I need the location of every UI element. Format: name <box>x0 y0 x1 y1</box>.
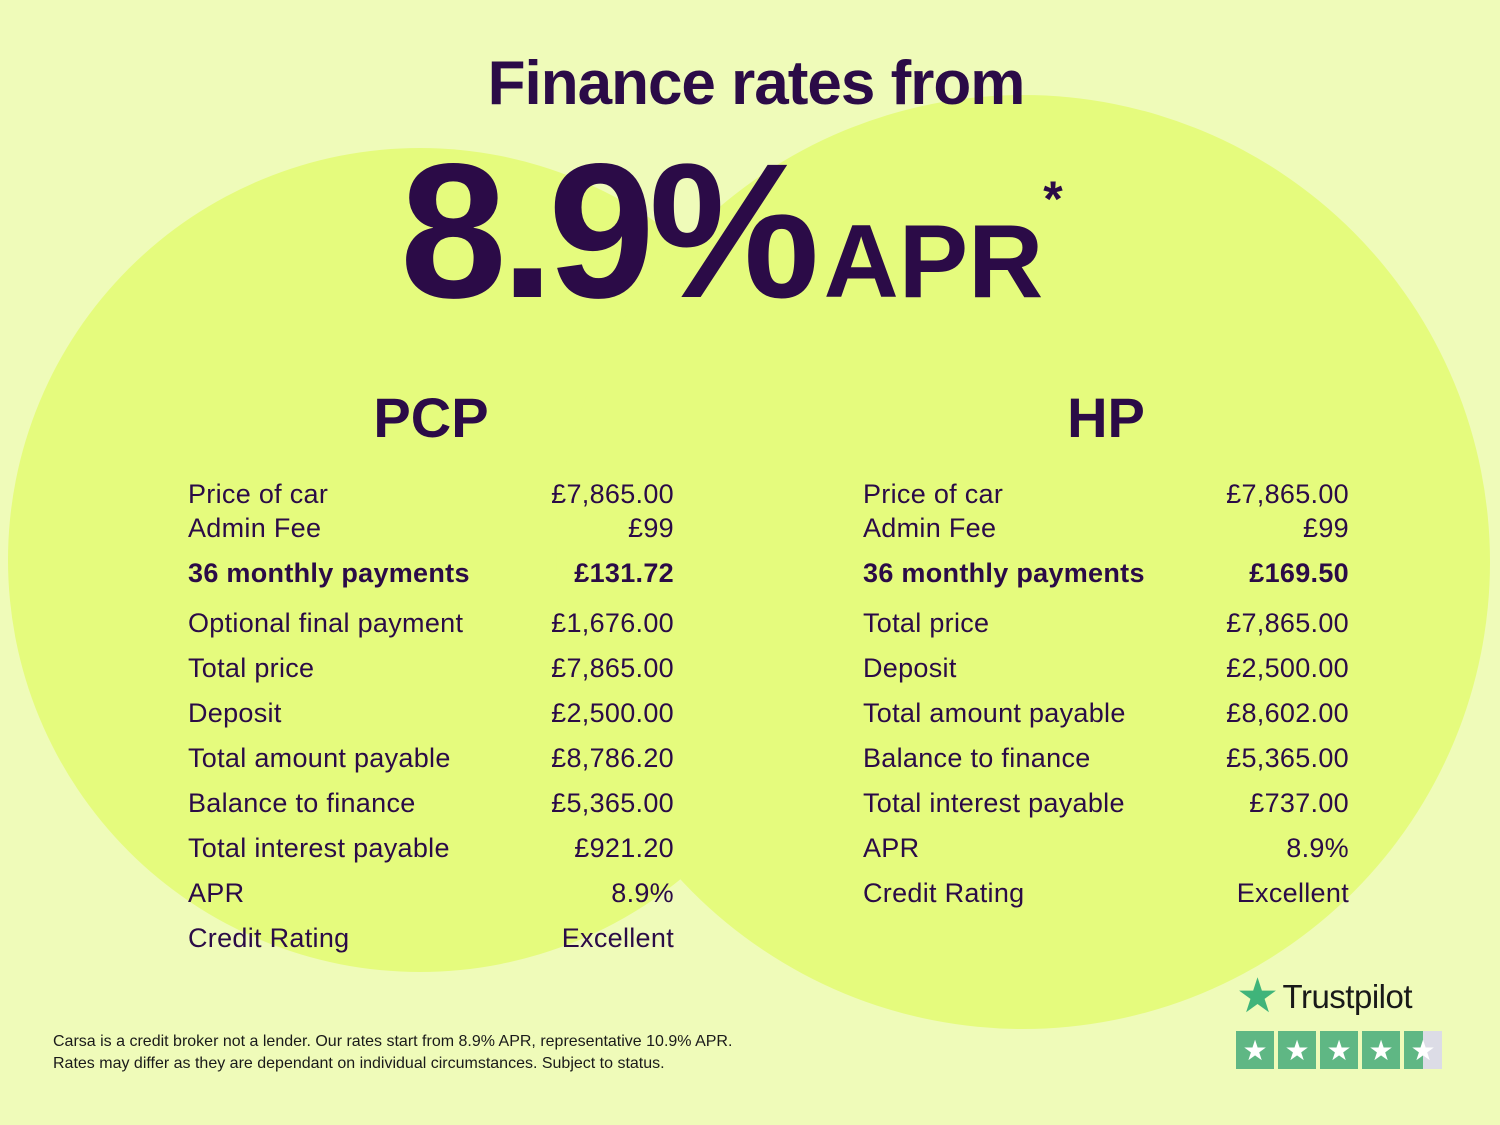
row-value: £2,500.00 <box>1226 653 1349 683</box>
hp-row: Total price £7,865.00 <box>863 601 1349 646</box>
row-label: Credit Rating <box>863 878 1025 908</box>
row-value: £8,786.20 <box>551 743 674 773</box>
disclaimer-line-1: Carsa is a credit broker not a lender. O… <box>53 1033 733 1050</box>
pcp-row: Optional final payment £1,676.00 <box>188 601 674 646</box>
hp-row: Deposit £2,500.00 <box>863 646 1349 691</box>
pcp-row: Total amount payable £8,786.20 <box>188 736 674 781</box>
row-value: £7,865.00 <box>1226 478 1349 509</box>
hp-row: 36 monthly payments £169.50 <box>863 545 1349 601</box>
hp-row: Admin Fee £99 <box>863 511 1349 545</box>
pcp-row: Total interest payable £921.20 <box>188 826 674 871</box>
row-label: Balance to finance <box>188 788 416 818</box>
hp-row: Credit Rating Excellent <box>863 871 1349 916</box>
star-icon: ★ <box>1236 970 1279 1023</box>
row-value: £5,365.00 <box>551 788 674 818</box>
half-star-icon: ★ <box>1404 1031 1442 1069</box>
trustpilot-name: Trustpilot <box>1282 978 1413 1015</box>
pcp-row: Total price £7,865.00 <box>188 646 674 691</box>
pcp-row: Balance to finance £5,365.00 <box>188 781 674 826</box>
row-value: Excellent <box>1236 878 1349 908</box>
pcp-row: APR 8.9% <box>188 871 674 916</box>
pcp-row: Price of car £7,865.00 <box>188 477 674 511</box>
row-label: Total amount payable <box>863 698 1126 728</box>
row-value: £2,500.00 <box>551 698 674 728</box>
row-label: Price of car <box>188 478 329 509</box>
star-icon: ★ <box>1278 1031 1316 1069</box>
row-label: Admin Fee <box>863 512 997 543</box>
trustpilot-logo: ★ Trustpilot <box>1236 970 1442 1023</box>
hp-row: Total interest payable £737.00 <box>863 781 1349 826</box>
row-value: £99 <box>628 512 674 543</box>
hp-title: HP <box>1067 386 1145 449</box>
row-label: Deposit <box>863 653 957 683</box>
background-circle-right <box>556 95 1490 1029</box>
row-value: £1,676.00 <box>551 608 674 638</box>
disclaimer-line-2: Rates may differ as they are dependant o… <box>53 1055 665 1072</box>
row-label: 36 monthly payments <box>863 557 1145 588</box>
row-label: Admin Fee <box>188 512 322 543</box>
row-label: Total interest payable <box>863 788 1125 818</box>
hp-row: Total amount payable £8,602.00 <box>863 691 1349 736</box>
row-label: Optional final payment <box>188 608 464 638</box>
disclaimer: Carsa is a credit broker not a lender. O… <box>53 1031 732 1075</box>
row-value: £99 <box>1303 512 1349 543</box>
row-label: APR <box>863 833 920 863</box>
hp-table: HP Price of car £7,865.00 Admin Fee £99 36 m… <box>863 385 1349 916</box>
trustpilot-badge[interactable]: ★ Trustpilot ★ ★ ★ ★ ★ <box>1236 970 1442 1069</box>
row-label: APR <box>188 878 245 908</box>
row-value: £8,602.00 <box>1226 698 1349 728</box>
pcp-table: PCP Price of car £7,865.00 Admin Fee £99 36 … <box>188 385 674 961</box>
pcp-title: PCP <box>373 386 489 449</box>
row-value: £5,365.00 <box>1226 743 1349 773</box>
row-label: Total interest payable <box>188 833 450 863</box>
pcp-row: Admin Fee £99 <box>188 511 674 545</box>
row-label: Deposit <box>188 698 282 728</box>
hp-row: Price of car £7,865.00 <box>863 477 1349 511</box>
asterisk: * <box>1043 171 1063 227</box>
row-label: 36 monthly payments <box>188 557 470 588</box>
row-label: Total price <box>188 653 315 683</box>
star-icon: ★ <box>1236 1031 1274 1069</box>
row-value: £921.20 <box>574 833 674 863</box>
row-value: £169.50 <box>1249 557 1349 588</box>
rate-display: 8.9%APR* <box>400 120 1063 341</box>
star-icon: ★ <box>1320 1031 1358 1069</box>
row-label: Credit Rating <box>188 923 350 953</box>
pcp-row: 36 monthly payments £131.72 <box>188 545 674 601</box>
rate-suffix: APR <box>823 204 1044 320</box>
row-value: £7,865.00 <box>1226 608 1349 638</box>
pcp-row: Credit Rating Excellent <box>188 916 674 961</box>
row-value: £131.72 <box>574 557 674 588</box>
pcp-row: Deposit £2,500.00 <box>188 691 674 736</box>
row-label: Total amount payable <box>188 743 451 773</box>
rate-value: 8.9% <box>400 123 820 338</box>
row-value: £7,865.00 <box>551 478 674 509</box>
row-value: Excellent <box>561 923 674 953</box>
row-label: Price of car <box>863 478 1004 509</box>
hp-row: Balance to finance £5,365.00 <box>863 736 1349 781</box>
headline: Finance rates from <box>487 49 1026 118</box>
row-value: £7,865.00 <box>551 653 674 683</box>
row-label: Balance to finance <box>863 743 1091 773</box>
trustpilot-rating: ★ ★ ★ ★ ★ <box>1236 1031 1442 1069</box>
hp-row: APR 8.9% <box>863 826 1349 871</box>
row-value: 8.9% <box>1286 833 1349 863</box>
star-icon: ★ <box>1362 1031 1400 1069</box>
row-label: Total price <box>863 608 990 638</box>
row-value: 8.9% <box>611 878 674 908</box>
row-value: £737.00 <box>1249 788 1349 818</box>
